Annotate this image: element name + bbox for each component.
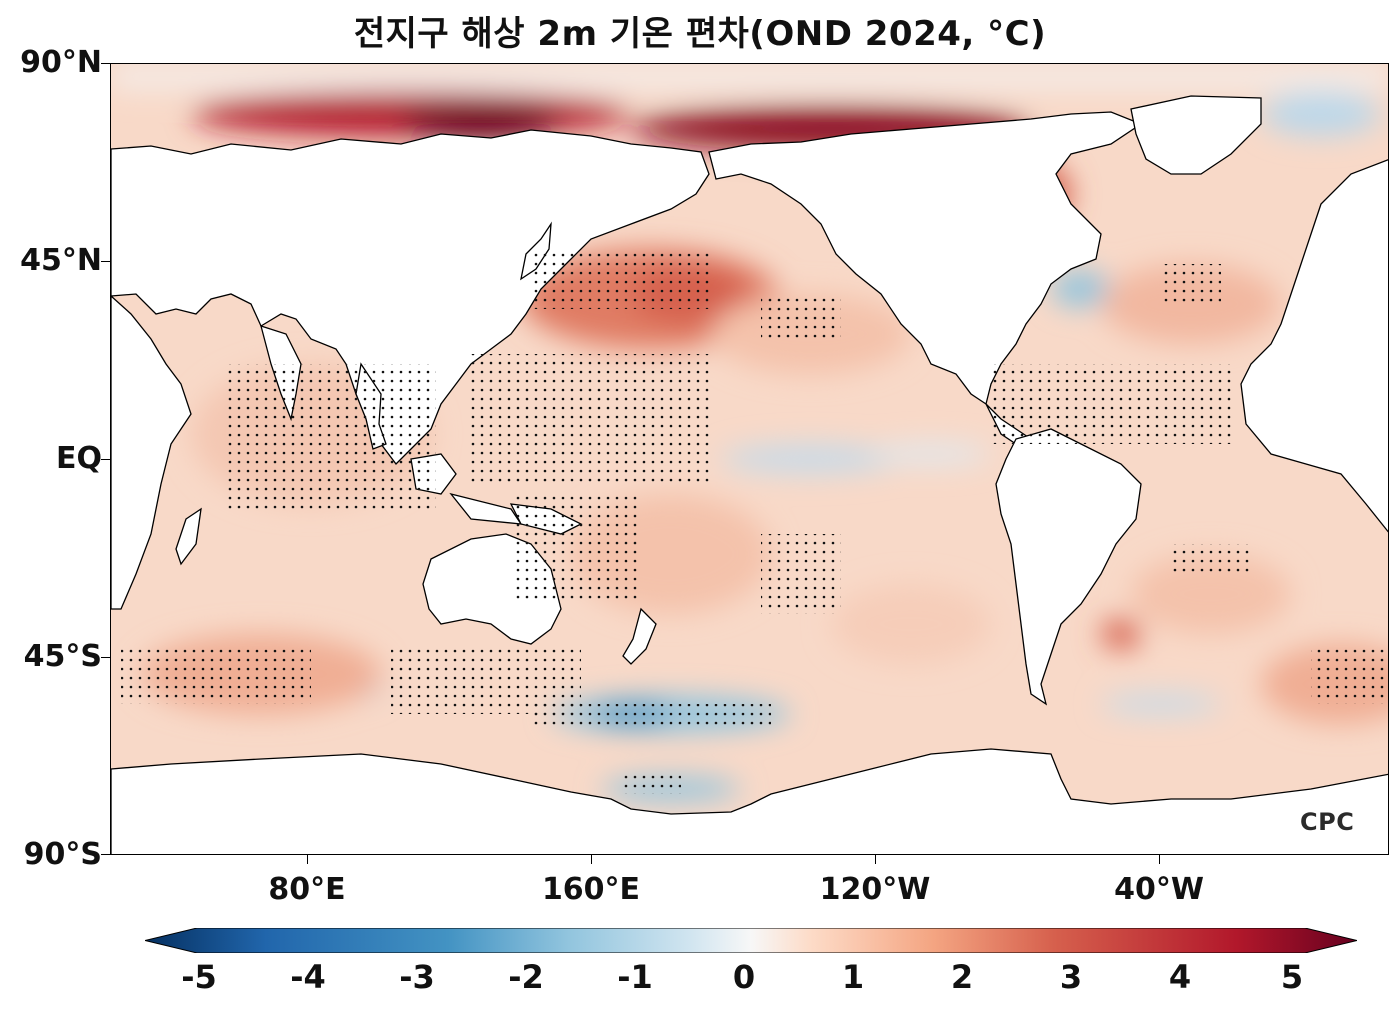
y-tick <box>101 657 110 658</box>
y-label-90n: 90°N <box>20 45 102 80</box>
x-label-80e: 80°E <box>268 872 346 907</box>
y-label-eq: EQ <box>56 441 102 476</box>
colorbar-tick-label: -5 <box>181 958 217 996</box>
colorbar-tick-label: -1 <box>617 958 653 996</box>
map-title: 전지구 해상 2m 기온 편차(OND 2024, °C) <box>353 14 1047 54</box>
colorbar-tick-label: 3 <box>1059 958 1083 996</box>
colorbar-gradient <box>145 928 1357 953</box>
x-tick <box>591 855 592 864</box>
colorbar-tick-label: -4 <box>290 958 326 996</box>
y-label-90s: 90°S <box>23 837 102 872</box>
colorbar-tick-label: 4 <box>1168 958 1192 996</box>
y-tick <box>101 261 110 262</box>
colorbar-tick-label: 1 <box>841 958 865 996</box>
land-masses <box>111 95 1388 854</box>
colorbar <box>145 928 1357 953</box>
colorbar-tick-label: 0 <box>732 958 756 996</box>
colorbar-tick-label: -2 <box>508 958 544 996</box>
colorbar-tick-label: 2 <box>950 958 974 996</box>
x-label-120w: 120°W <box>819 872 931 907</box>
y-label-45n: 45°N <box>20 243 102 278</box>
map-canvas <box>111 64 1388 854</box>
x-tick <box>307 855 308 864</box>
x-label-40w: 40°W <box>1114 872 1204 907</box>
y-tick <box>101 459 110 460</box>
colorbar-tick-label: -3 <box>399 958 435 996</box>
y-label-45s: 45°S <box>23 639 102 674</box>
x-tick <box>1159 855 1160 864</box>
colorbar-tick-label: 5 <box>1280 958 1304 996</box>
x-label-160e: 160°E <box>541 872 641 907</box>
anomaly-map <box>110 63 1389 855</box>
cpc-logo: CPC <box>1300 808 1355 836</box>
significance-stippling <box>121 249 1386 794</box>
x-tick <box>875 855 876 864</box>
y-tick <box>101 854 110 855</box>
y-tick <box>101 63 110 64</box>
